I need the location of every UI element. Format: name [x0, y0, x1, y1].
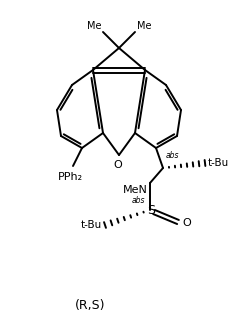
Text: S: S — [147, 205, 155, 217]
Text: MeN: MeN — [123, 185, 148, 195]
Text: PPh₂: PPh₂ — [57, 172, 83, 182]
Text: (R,S): (R,S) — [75, 299, 105, 311]
Text: t-Bu: t-Bu — [81, 220, 102, 230]
Text: O: O — [182, 218, 191, 228]
Text: abs: abs — [166, 151, 179, 160]
Text: O: O — [114, 160, 122, 170]
Text: Me: Me — [137, 21, 152, 31]
Text: t-Bu: t-Bu — [208, 158, 229, 168]
Text: Me: Me — [86, 21, 101, 31]
Text: abs: abs — [132, 196, 145, 205]
